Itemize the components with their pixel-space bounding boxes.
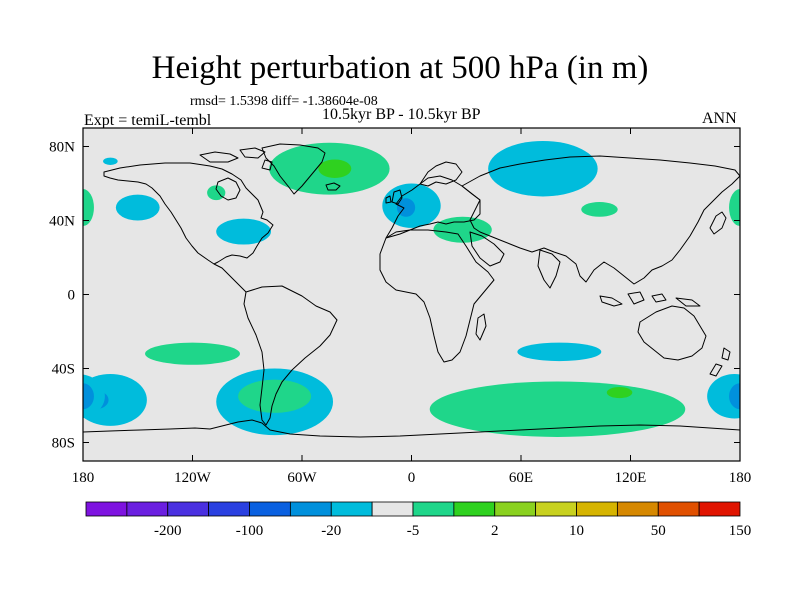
colorbar-box: [535, 501, 577, 517]
coast-iceland: [325, 182, 341, 191]
colorbar-box: [698, 501, 741, 517]
coast-scandinavia: [419, 161, 463, 187]
x-tick-label: 180: [72, 470, 95, 486]
coast-africa: [379, 229, 495, 363]
region-n-pacific-west-green-wrap: [729, 189, 740, 227]
region-alaska-blue-small: [103, 157, 118, 165]
colorbar-box: [576, 501, 618, 517]
region-antarctic-east-blue-core: [729, 383, 740, 410]
x-tick-label: 0: [408, 470, 416, 486]
season-label: ANN: [702, 110, 737, 127]
colorbar-label: 150: [729, 523, 752, 539]
y-tick-label: 40N: [49, 214, 75, 230]
region-antarctic-east-blue-wrap: [83, 374, 105, 418]
experiment-label: Expt = temiL-tembl: [84, 112, 212, 129]
region-antarctic-east-blue-core-wrap: [83, 383, 94, 410]
y-tick-label: 0: [68, 288, 76, 304]
x-tick-label: 60E: [509, 470, 533, 486]
region-us-blue: [216, 218, 271, 245]
region-s-pacific-green: [145, 342, 240, 365]
colorbar-box: [412, 501, 455, 517]
coast-india: [537, 249, 561, 289]
region-greenland-green-core: [318, 159, 352, 178]
colorbar-box: [85, 501, 128, 517]
coast-south-america: [243, 285, 338, 426]
colorbar-box: [657, 501, 700, 517]
colorbar-label: 10: [569, 523, 584, 539]
colorbar: -200 -100 -20 -5 2 10 50 150: [85, 501, 752, 539]
region-n-pacific-west-green: [83, 189, 94, 227]
coast-japan: [709, 211, 727, 235]
colorbar-box: [167, 501, 210, 517]
colorbar-label: -5: [407, 523, 420, 539]
colorbar-box: [289, 501, 332, 517]
colorbar-box: [616, 501, 659, 517]
period-label: 10.5kyr BP - 10.5kyr BP: [322, 106, 481, 123]
region-s-indian-green-core: [606, 387, 633, 399]
y-tick-label: 80N: [49, 140, 75, 156]
colorbar-box: [371, 501, 414, 517]
stats-text: rmsd= 1.5398 diff= -1.38604e-08: [190, 94, 378, 109]
colorbar-box: [126, 501, 169, 517]
y-tick-label: 40S: [52, 362, 75, 378]
region-n-pacific-blue: [115, 194, 160, 221]
region-s-america-green: [238, 379, 312, 413]
coast-australia: [637, 305, 707, 361]
coast-british-isles: [385, 189, 403, 205]
coast-north-america: [103, 162, 274, 265]
coast-new-zealand: [709, 347, 731, 377]
region-mediterranean-green: [433, 216, 492, 243]
region-s-indian-blue: [517, 342, 602, 362]
colorbar-label: 2: [491, 523, 499, 539]
map-axes: 180 120W 60W 0 60E 120E 180 80N 40N 0 40S 80S: [49, 128, 751, 486]
coastlines: [83, 143, 740, 438]
x-tick-label: 120E: [615, 470, 647, 486]
plot-title: Height perturbation at 500 hPa (in m): [151, 50, 649, 86]
colorbar-box: [453, 501, 496, 517]
coast-asia: [461, 155, 740, 285]
region-siberia-blue: [488, 140, 598, 197]
coast-hudson-bay: [215, 177, 241, 201]
coast-greenland: [261, 143, 326, 195]
colorbar-label: -200: [154, 523, 182, 539]
region-central-asia-green: [581, 202, 618, 217]
colorbar-box: [208, 501, 250, 517]
coast-arabia: [469, 231, 505, 267]
colorbar-label: -20: [321, 523, 341, 539]
coast-indonesia: [599, 291, 701, 307]
colorbar-label: -100: [236, 523, 264, 539]
x-tick-label: 120W: [174, 470, 212, 486]
anomaly-regions: [83, 140, 740, 437]
x-tick-label: 180: [729, 470, 752, 486]
coast-madagascar: [475, 313, 487, 341]
region-antarctic-east-blue: [707, 374, 740, 419]
colorbar-box: [494, 501, 537, 517]
colorbar-box: [249, 501, 291, 517]
region-s-pacific-west-blue-wrap: [730, 382, 740, 418]
y-tick-label: 80S: [52, 436, 75, 452]
coast-antarctica: [83, 419, 740, 438]
colorbar-box: [330, 501, 373, 517]
coast-central-america: [213, 263, 247, 293]
colorbar-label: 50: [651, 523, 666, 539]
x-tick-label: 60W: [287, 470, 317, 486]
